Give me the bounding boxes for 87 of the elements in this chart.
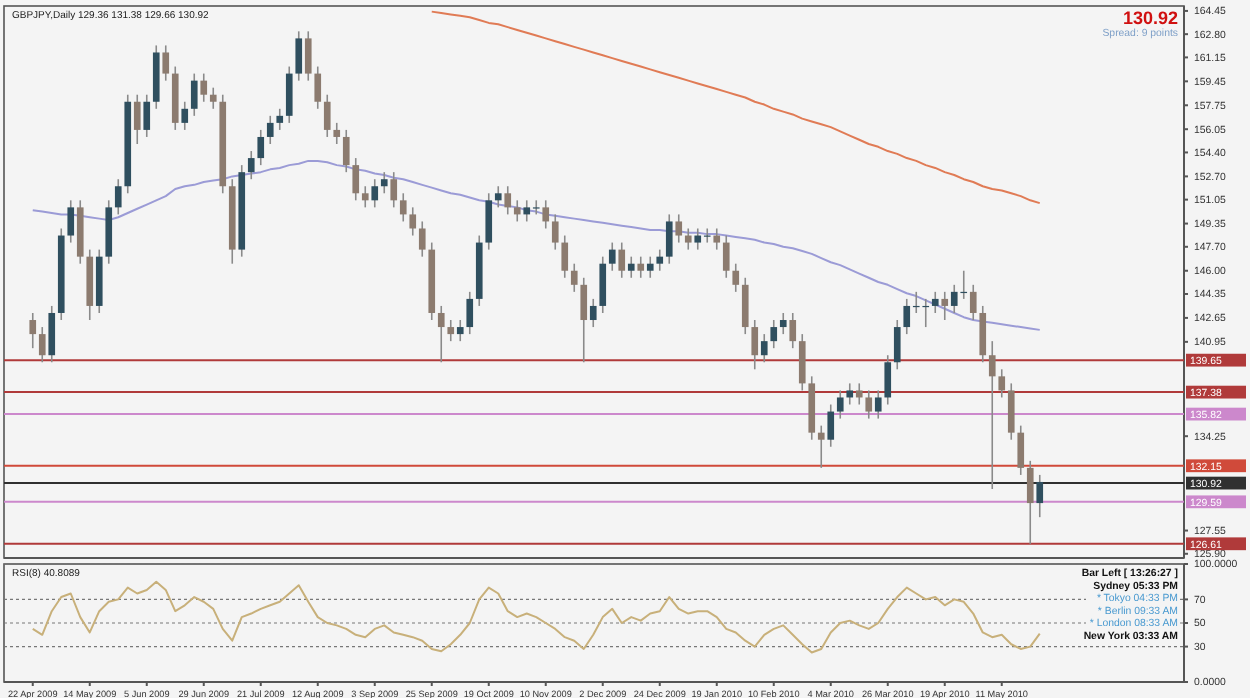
candlestick xyxy=(751,319,759,371)
candlestick xyxy=(561,234,569,279)
candlestick xyxy=(988,340,996,490)
candlestick xyxy=(627,255,635,279)
candlestick xyxy=(836,389,844,420)
candlestick xyxy=(371,178,379,209)
candlestick xyxy=(333,122,341,145)
candlestick xyxy=(162,44,170,82)
candlestick xyxy=(827,403,835,448)
candlestick xyxy=(874,389,882,420)
candlestick xyxy=(637,255,645,279)
candlestick xyxy=(741,276,749,335)
candlestick xyxy=(29,312,37,349)
candlestick xyxy=(589,298,597,328)
candlestick xyxy=(257,129,265,166)
candlestick xyxy=(646,255,654,279)
candlestick xyxy=(494,185,502,209)
candlestick xyxy=(580,276,588,364)
candlestick xyxy=(200,72,208,103)
candlestick xyxy=(608,241,616,272)
candlestick xyxy=(789,312,797,349)
candlestick xyxy=(1017,424,1025,476)
candlestick xyxy=(979,305,987,364)
candlestick xyxy=(551,213,559,251)
candlestick xyxy=(304,30,312,82)
candlestick xyxy=(342,129,350,173)
candlestick xyxy=(456,319,464,342)
candlestick xyxy=(770,319,778,349)
candlestick xyxy=(684,227,692,251)
candlestick xyxy=(969,284,977,321)
candlestick xyxy=(352,157,360,202)
candlestick xyxy=(779,312,787,335)
candlestick xyxy=(570,262,578,293)
candlestick xyxy=(760,333,768,364)
candlestick xyxy=(998,368,1006,399)
candlestick xyxy=(466,291,474,335)
candlestick xyxy=(599,255,607,314)
text: 130.92 xyxy=(1122,8,1178,28)
candlestick xyxy=(285,65,293,124)
candlestick xyxy=(1026,460,1034,545)
candlestick xyxy=(665,213,673,265)
candlestick xyxy=(656,248,664,272)
candlestick xyxy=(323,93,331,138)
candlestick xyxy=(266,115,274,145)
candlestick xyxy=(542,199,550,230)
candlestick xyxy=(817,424,825,469)
candlestick xyxy=(133,93,141,145)
candlestick xyxy=(1007,382,1015,441)
candlestick xyxy=(380,171,388,195)
candlestick xyxy=(485,192,493,251)
candlestick xyxy=(713,227,721,251)
candlestick xyxy=(504,185,512,216)
candlestick xyxy=(941,291,949,321)
candlestick xyxy=(48,305,56,364)
candlestick xyxy=(247,150,255,180)
candlestick xyxy=(361,185,369,209)
candlestick xyxy=(38,326,46,364)
candlestick xyxy=(513,199,521,223)
candlestick xyxy=(190,72,198,117)
candlestick xyxy=(798,333,806,392)
candlestick xyxy=(418,220,426,258)
candlestick xyxy=(437,305,445,364)
candlestick xyxy=(314,65,322,110)
candlestick xyxy=(181,100,189,131)
candlestick xyxy=(846,382,854,406)
candlestick xyxy=(390,171,398,209)
candlestick xyxy=(209,86,217,110)
candlestick xyxy=(114,178,122,216)
candlestick xyxy=(276,108,284,131)
candlestick xyxy=(409,206,417,237)
candlestick xyxy=(732,262,740,293)
candlestick xyxy=(884,354,892,406)
candlestick xyxy=(675,213,683,244)
candlestick xyxy=(893,319,901,371)
candlestick xyxy=(143,93,151,138)
candlestick xyxy=(855,382,863,406)
candlestick xyxy=(722,234,730,279)
candlestick xyxy=(865,389,873,420)
line-series xyxy=(430,10,1041,205)
candlestick xyxy=(1036,474,1044,518)
line-series xyxy=(31,580,1041,654)
candlestick xyxy=(618,241,626,279)
candlestick xyxy=(399,192,407,223)
candlestick xyxy=(447,319,455,342)
candlestick xyxy=(931,291,939,314)
candlestick xyxy=(295,30,303,82)
candlestick xyxy=(67,199,75,244)
